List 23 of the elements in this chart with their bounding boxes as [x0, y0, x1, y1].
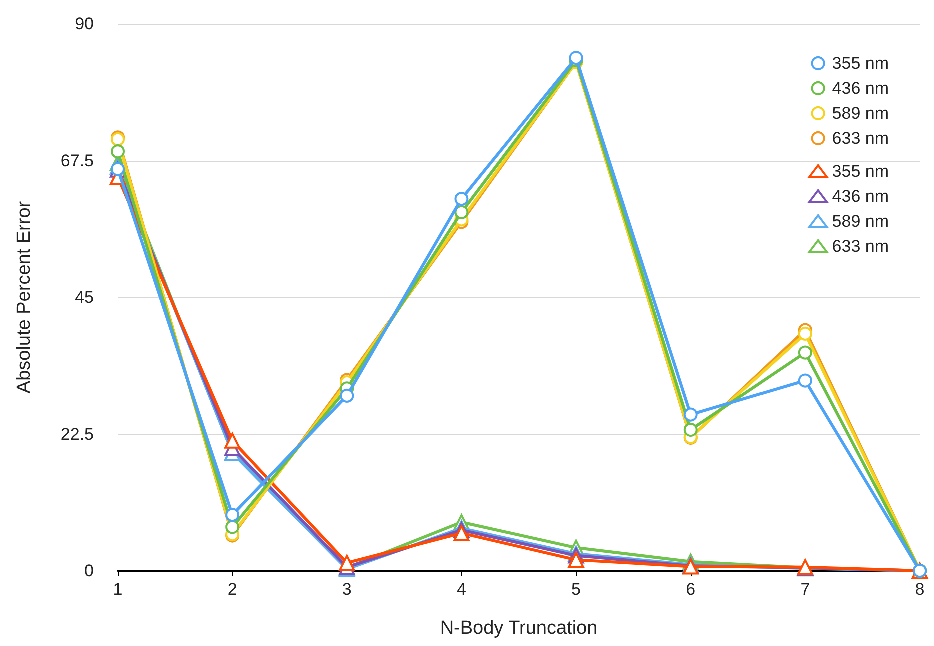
x-tick-label: 6 — [686, 580, 696, 599]
x-axis-title: N-Body Truncation — [440, 618, 598, 639]
x-tick-label: 5 — [572, 580, 582, 599]
legend-label: 633 nm — [832, 129, 889, 148]
legend-label: 436 nm — [832, 187, 889, 206]
legend-label: 355 nm — [832, 162, 889, 181]
legend-label: 589 nm — [832, 104, 889, 123]
x-tick-label: 4 — [456, 580, 466, 599]
legend-label: 436 nm — [832, 79, 889, 98]
y-tick-label: 45 — [75, 288, 94, 307]
y-tick-label: 0 — [84, 562, 94, 580]
legend-label: 589 nm — [832, 212, 889, 231]
x-tick-label: 3 — [342, 580, 352, 599]
x-tick-label: 8 — [915, 580, 925, 599]
y-axis-title: Absolute Percent Error — [14, 200, 35, 394]
legend-label: 633 nm — [832, 237, 889, 256]
x-tick-label: 1 — [113, 580, 123, 599]
x-tick-label: 2 — [228, 580, 238, 599]
x-tick-label: 7 — [800, 580, 810, 599]
legend-label: 355 nm — [832, 54, 889, 73]
y-tick-label: 22.5 — [60, 424, 94, 444]
y-tick-label: 90 — [75, 14, 94, 34]
y-tick-label: 67.5 — [60, 151, 94, 170]
